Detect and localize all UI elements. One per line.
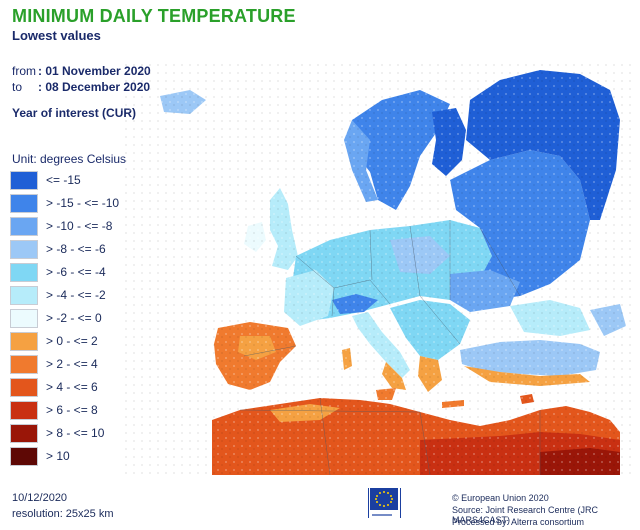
legend-swatch [10,378,38,397]
legend-swatch [10,263,38,282]
legend-swatch [10,217,38,236]
legend-label: > 4 - <= 6 [46,380,98,394]
legend-swatch [10,424,38,443]
legend-swatch [10,401,38,420]
country-borders [239,220,541,475]
legend-swatch [10,286,38,305]
legend-swatch [10,332,38,351]
legend-label: > -2 - <= 0 [46,311,102,325]
legend-swatch [10,355,38,374]
period-from-label: from [12,64,36,78]
legend-swatch [10,171,38,190]
legend-label: <= -15 [46,173,81,187]
legend-label: > 6 - <= 8 [46,403,98,417]
legend-label: > -15 - <= -10 [46,196,120,210]
legend-label: > 0 - <= 2 [46,334,98,348]
european-commission-logo [368,488,401,518]
legend-label: > -10 - <= -8 [46,219,113,233]
legend-swatch [10,240,38,259]
map-resolution: resolution: 25x25 km [12,508,114,520]
map-date: 10/12/2020 [12,492,68,504]
legend-label: > 8 - <= 10 [46,426,105,440]
legend-label: > -4 - <= -2 [46,288,106,302]
period-to-label: to [12,80,23,94]
legend-swatch [10,309,38,328]
legend-label: > 10 [46,449,70,463]
map-subtitle: Lowest values [12,28,101,43]
legend-swatch [10,194,38,213]
map-title: MINIMUM DAILY TEMPERATURE [12,6,296,26]
legend-label: > 2 - <= 4 [46,357,98,371]
source-text: Source: Joint Research Centre (JRC MARS4… [452,505,599,525]
europe-temperature-map [120,60,636,475]
legend-unit: Unit: degrees Celsius [12,152,127,166]
legend-label: > -6 - <= -4 [46,265,106,279]
legend-swatch [10,447,38,466]
processed-text: Processed by: Alterra consortium [452,517,585,527]
copyright-text: © European Union 2020 [452,493,549,503]
year-of-interest: Year of interest (CUR) [12,106,137,120]
legend-label: > -8 - <= -6 [46,242,106,256]
